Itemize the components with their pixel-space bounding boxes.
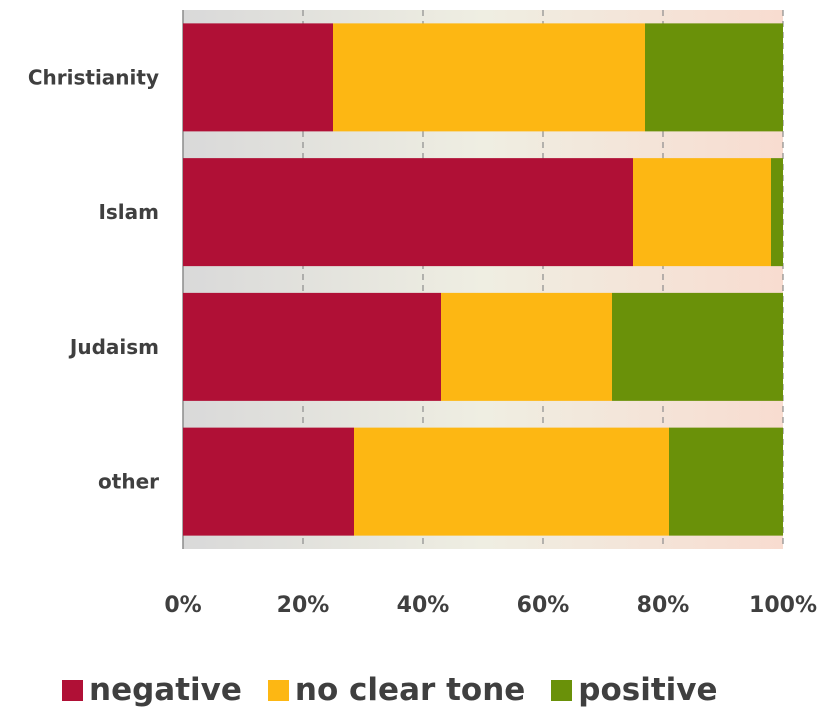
x-tick-labels: 0% 20% 40% 60% 80% 100% [164,593,817,618]
category-label: other [98,470,159,494]
bar-negative-judaism [183,292,441,401]
bar-negative-islam [183,158,633,267]
category-label: Judaism [68,335,159,359]
legend-swatch [62,679,83,701]
category-label: Islam [98,200,159,224]
bar-negative-other [183,427,354,536]
legend-label: positive [578,672,718,708]
legend-swatch [267,679,289,701]
x-tick-label: 40% [397,593,450,618]
legend-swatch [551,679,573,701]
bar-no-clear-tone-judaism [441,292,612,401]
bar-negative-christianity [183,23,333,132]
category-label: Christianity [28,65,159,89]
x-tick-label: 100% [749,593,817,618]
category-labels: Christianity Islam Judaism other [28,65,159,493]
bar-no-clear-tone-christianity [333,23,645,132]
bar-positive-other [669,427,783,536]
legend-label: negative [89,672,242,708]
legend-item: negative [62,672,242,708]
x-tick-label: 60% [517,593,570,618]
x-tick-label: 0% [164,593,201,618]
x-tick-label: 80% [637,593,690,618]
legend-label: no clear tone [294,672,526,708]
bar-positive-christianity [645,23,783,132]
bar-no-clear-tone-other [354,427,669,536]
x-tick-label: 20% [277,593,330,618]
bar-positive-judaism [612,292,783,401]
bar-positive-islam [771,158,783,267]
bars [183,23,783,536]
legend: negative no clear tone positive [62,672,744,708]
legend-item: positive [551,672,718,708]
legend-item: no clear tone [267,672,526,708]
bar-no-clear-tone-islam [633,158,771,267]
